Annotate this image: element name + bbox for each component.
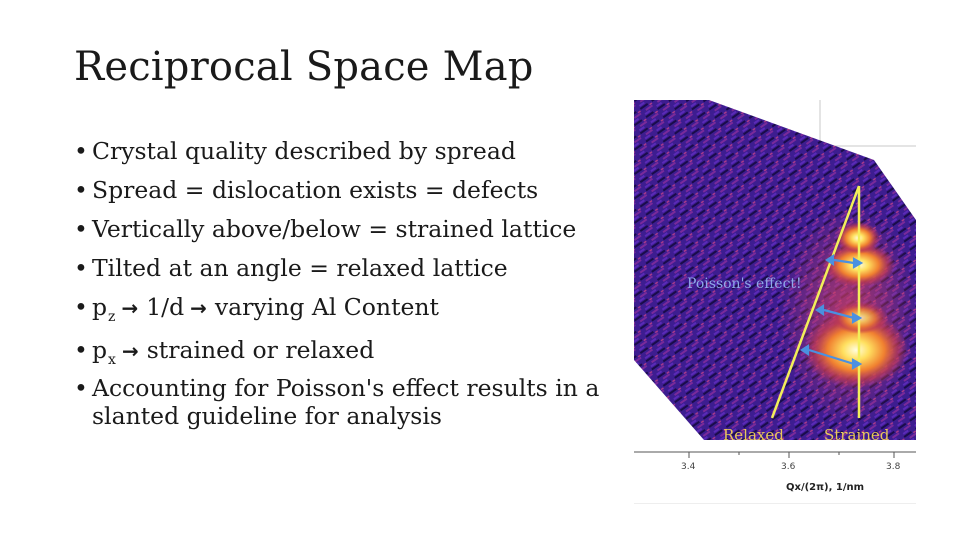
relaxed-label: Relaxed	[723, 426, 784, 444]
subscript-x: x	[108, 352, 116, 368]
slide-title: Reciprocal Space Map	[74, 44, 534, 90]
poisson-arrows	[800, 253, 864, 370]
bullet-crystal-quality: Crystal quality described by spread	[74, 138, 619, 166]
poisson-annotation: Poisson's effect!	[687, 276, 802, 292]
x-tick-label: 3.8	[886, 462, 901, 472]
x-tick-label: 3.6	[781, 462, 796, 472]
arrow-right-icon: →	[190, 296, 207, 320]
bullet-poisson: Accounting for Poisson's effect results …	[74, 374, 619, 430]
bullet-list: Crystal quality described by spread Spre…	[74, 138, 619, 431]
guideline-group	[770, 185, 861, 419]
intensity-map	[634, 100, 916, 440]
reciprocal-space-map-figure: Poisson's effect! Relaxed Strained 3.4 3…	[634, 100, 916, 504]
x-tick-label: 3.4	[681, 462, 696, 472]
relaxed-guideline	[770, 185, 861, 419]
strained-label: Strained	[824, 426, 890, 444]
x-axis-label: Qx/(2π), 1/nm	[786, 482, 865, 493]
bullet-tilted: Tilted at an angle = relaxed lattice	[74, 255, 619, 283]
arrow-right-icon: →	[121, 339, 139, 363]
subscript-z: z	[108, 309, 116, 325]
arrow-right-icon: →	[121, 296, 139, 320]
bullet-px: px→strained or relaxed	[74, 337, 619, 369]
bullet-pz: pz→1/d→varying Al Content	[74, 294, 619, 326]
x-axis	[634, 451, 916, 504]
bullet-vertical: Vertically above/below = strained lattic…	[74, 216, 619, 244]
bullet-spread: Spread = dislocation exists = defects	[74, 177, 619, 205]
rsm-image	[634, 100, 916, 504]
